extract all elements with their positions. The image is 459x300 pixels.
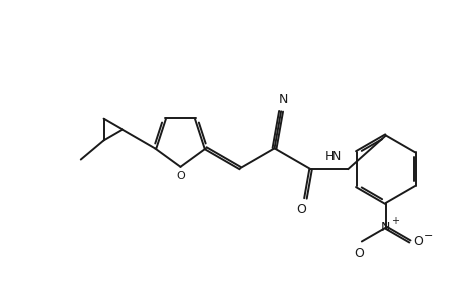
Text: +: + bbox=[390, 216, 398, 226]
Text: O: O bbox=[353, 248, 363, 260]
Text: N: N bbox=[331, 150, 340, 163]
Text: H: H bbox=[324, 150, 333, 163]
Text: O: O bbox=[296, 203, 306, 216]
Text: O: O bbox=[412, 235, 422, 248]
Text: N: N bbox=[381, 221, 390, 234]
Text: O: O bbox=[176, 171, 185, 181]
Text: −: − bbox=[423, 230, 432, 241]
Text: N: N bbox=[278, 93, 287, 106]
